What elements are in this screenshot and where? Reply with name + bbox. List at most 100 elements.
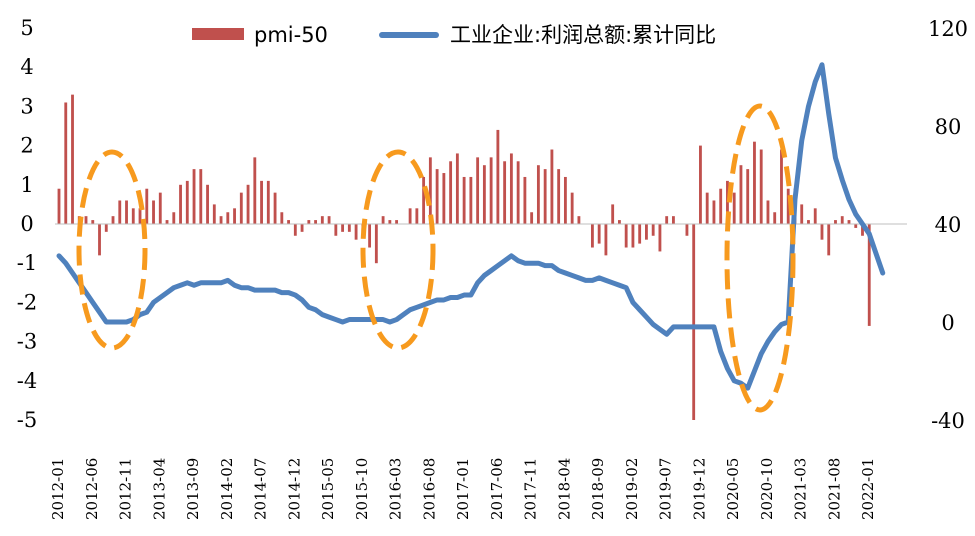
x-tick-label: 2014-12 [285, 458, 303, 520]
legend-bar-swatch [192, 28, 244, 40]
pmi-bar [111, 216, 115, 224]
x-tick-label: 2013-09 [184, 458, 202, 520]
pmi-bar [374, 224, 378, 264]
pmi-bar [239, 192, 243, 224]
pmi-bar [530, 212, 534, 224]
right-axis: 120 80 40 0 -40 [928, 17, 968, 433]
pmi-bar [746, 169, 750, 224]
x-tick-label: 2017-06 [488, 458, 506, 520]
pmi-bar [246, 184, 250, 224]
pmi-bar [57, 188, 61, 224]
pmi-bar [496, 129, 500, 224]
pmi-bar [334, 224, 338, 236]
x-tick-label: 2021-03 [792, 458, 810, 520]
pmi-bar [185, 180, 189, 224]
right-tick-label: 40 [935, 213, 962, 237]
pmi-bar [408, 208, 412, 224]
pmi-bar [536, 165, 540, 224]
pmi-bar [428, 157, 432, 224]
pmi-bar [834, 220, 837, 224]
pmi-bar [354, 224, 358, 240]
profit-growth-line [56, 62, 886, 391]
pmi-bar [300, 224, 304, 232]
x-tick-label: 2021-08 [826, 458, 844, 520]
pmi-bar [125, 200, 128, 224]
pmi-bar [165, 220, 169, 224]
x-tick-label: 2013-04 [150, 458, 168, 520]
x-tick-label: 2016-03 [387, 458, 405, 520]
legend: pmi-50 工业企业:利润总额:累计同比 [192, 23, 716, 47]
pmi-bar [611, 204, 615, 224]
pmi-bar [253, 157, 257, 224]
pmi-bar [287, 220, 290, 224]
pmi-bar [226, 212, 230, 224]
pmi-bar [381, 216, 385, 224]
pmi-bar [314, 220, 317, 224]
pmi-bar [509, 153, 513, 224]
pmi-bar [665, 216, 669, 224]
x-tick-label: 2012-01 [49, 458, 67, 520]
pmi-bar [786, 188, 790, 224]
pmi-bar [557, 169, 561, 224]
pmi-bar [503, 161, 507, 224]
pmi-bar [422, 176, 426, 224]
pmi-bar [320, 216, 324, 224]
pmi-bar [773, 212, 777, 224]
left-tick-label: 2 [20, 134, 33, 158]
x-axis: 2012-01 2012-06 2012-11 2013-04 2013-09 2014-… [49, 458, 877, 520]
pmi-bar [516, 161, 520, 224]
x-tick-label: 2019-07 [657, 458, 675, 520]
pmi-bar [415, 208, 419, 224]
x-tick-label: 2012-06 [83, 458, 101, 520]
pmi-bar [233, 208, 236, 224]
pmi-bar [739, 165, 743, 224]
pmi-bar [64, 102, 68, 224]
legend-bar-label: pmi-50 [254, 23, 328, 47]
pmi-bar [604, 224, 608, 256]
pmi-bar [672, 216, 675, 224]
x-tick-label: 2018-04 [555, 458, 573, 520]
pmi-bar [179, 184, 182, 224]
pmi-bar [199, 169, 203, 224]
right-tick-label: 120 [928, 17, 968, 41]
pmi-bar [705, 192, 709, 224]
pmi-bar [489, 157, 493, 224]
pmi-bar [293, 224, 297, 236]
pmi-bar [260, 180, 263, 224]
pmi-bar [138, 208, 142, 224]
pmi-bar [631, 224, 635, 248]
pmi-bar [158, 192, 162, 224]
left-tick-label: 4 [20, 55, 33, 79]
x-tick-label: 2015-10 [353, 458, 371, 520]
pmi-bar [726, 180, 729, 224]
pmi-bar [550, 149, 554, 224]
pmi-bar [482, 165, 486, 224]
left-tick-label: -5 [17, 408, 37, 432]
pmi-bar [118, 200, 122, 224]
left-tick-label: -2 [17, 290, 37, 314]
pmi-bar [577, 216, 581, 224]
pmi-bar [84, 216, 88, 224]
pmi-bar [219, 216, 223, 224]
x-tick-label: 2019-12 [690, 458, 708, 520]
pmi-bar [867, 224, 871, 326]
pmi-bar [638, 224, 642, 244]
x-tick-label: 2016-08 [420, 458, 438, 520]
pmi-bar [732, 192, 736, 224]
pmi-bar [712, 200, 716, 224]
pmi-bar [766, 200, 770, 224]
pmi-bar [780, 149, 783, 224]
pmi-bar [719, 188, 723, 224]
left-axis: 5 4 3 2 1 0 -1 -2 -3 -4 -5 [17, 16, 37, 432]
left-tick-label: 5 [20, 16, 33, 40]
x-tick-label: 2014-07 [252, 458, 270, 520]
pmi-bar [854, 224, 858, 228]
pmi-bar [807, 220, 810, 224]
pmi-bar [597, 224, 601, 244]
x-tick-label: 2020-05 [724, 458, 742, 520]
pmi-bar [98, 224, 101, 256]
pmi-bar [658, 224, 662, 252]
pmi-bar [327, 216, 331, 224]
